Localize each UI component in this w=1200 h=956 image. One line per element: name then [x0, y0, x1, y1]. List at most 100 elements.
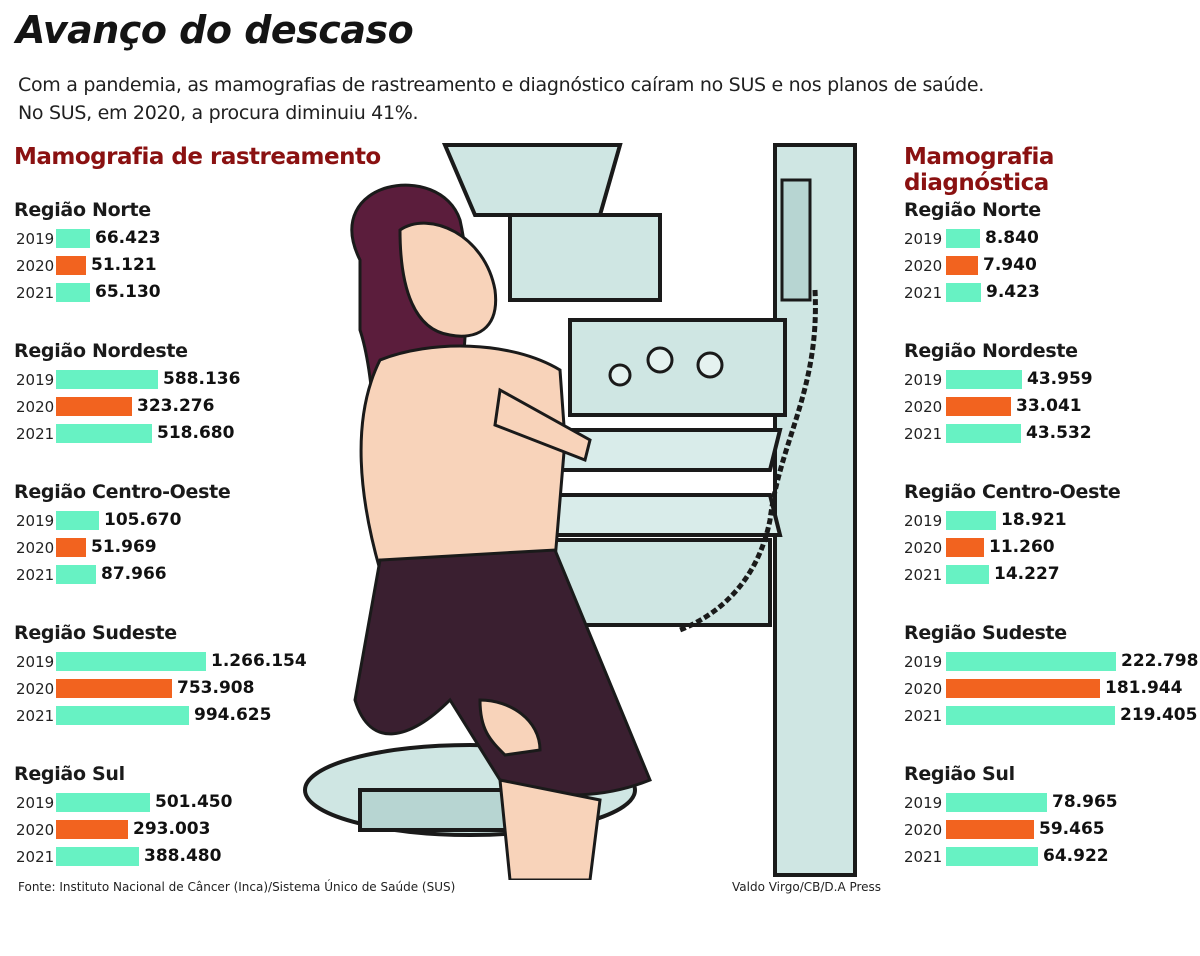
bar — [56, 397, 132, 416]
year-label: 2019 — [16, 230, 55, 248]
detector-plate — [527, 493, 783, 537]
year-label: 2020 — [904, 821, 943, 839]
value-label: 7.940 — [983, 255, 1037, 275]
credit-note: Valdo Virgo/CB/D.A Press — [732, 880, 882, 894]
bar — [946, 283, 981, 302]
region-label: Região Nordeste — [14, 340, 188, 362]
value-label: 14.227 — [994, 564, 1060, 584]
value-label: 33.041 — [1016, 396, 1082, 416]
bar — [946, 706, 1115, 725]
bar — [56, 652, 206, 671]
value-label: 105.670 — [104, 510, 182, 530]
bar — [56, 565, 96, 584]
value-label: 222.798 — [1121, 651, 1199, 671]
bar — [56, 793, 150, 812]
bar — [946, 679, 1100, 698]
bar — [56, 706, 189, 725]
year-label: 2019 — [16, 653, 55, 671]
machine-knob — [696, 351, 724, 379]
screening-chart-heading: Mamografia de rastreamento — [14, 144, 381, 170]
year-label: 2020 — [904, 398, 943, 416]
hand — [478, 698, 542, 757]
bar — [946, 793, 1047, 812]
bar — [56, 256, 86, 275]
year-label: 2020 — [904, 257, 943, 275]
region-label: Região Sul — [14, 763, 125, 785]
region-label: Região Sul — [904, 763, 1015, 785]
bar — [946, 538, 984, 557]
face — [398, 221, 498, 338]
value-label: 1.266.154 — [211, 651, 307, 671]
region-label: Região Centro-Oeste — [14, 481, 231, 503]
value-label: 388.480 — [144, 846, 222, 866]
value-label: 181.944 — [1105, 678, 1183, 698]
value-label: 219.405 — [1120, 705, 1198, 725]
raised-arm — [493, 387, 592, 463]
bar — [946, 370, 1022, 389]
value-label: 9.423 — [986, 282, 1040, 302]
machine-knob — [608, 363, 632, 387]
region-label: Região Sudeste — [14, 622, 177, 644]
value-label: 501.450 — [155, 792, 233, 812]
bar — [56, 511, 99, 530]
region-label: Região Norte — [904, 199, 1041, 221]
bar — [946, 424, 1021, 443]
year-label: 2021 — [16, 848, 55, 866]
torso — [359, 344, 567, 572]
year-label: 2021 — [904, 848, 943, 866]
machine-body — [508, 213, 662, 302]
value-label: 78.965 — [1052, 792, 1118, 812]
value-label: 66.423 — [95, 228, 161, 248]
region-label: Região Centro-Oeste — [904, 481, 1121, 503]
region-label: Região Sudeste — [904, 622, 1067, 644]
bar — [946, 511, 996, 530]
bar — [56, 820, 128, 839]
year-label: 2021 — [904, 566, 943, 584]
year-label: 2020 — [16, 539, 55, 557]
bar — [946, 256, 978, 275]
bar — [56, 679, 172, 698]
machine-head — [441, 143, 623, 217]
source-note: Fonte: Instituto Nacional de Câncer (Inc… — [18, 880, 456, 894]
machine-base — [553, 538, 772, 627]
machine-arm — [568, 318, 787, 417]
value-label: 87.966 — [101, 564, 167, 584]
bar — [946, 397, 1011, 416]
year-label: 2021 — [904, 707, 943, 725]
value-label: 518.680 — [157, 423, 235, 443]
bar — [946, 565, 989, 584]
bar — [946, 820, 1034, 839]
year-label: 2019 — [16, 371, 55, 389]
year-label: 2021 — [16, 707, 55, 725]
value-label: 293.003 — [133, 819, 211, 839]
value-label: 43.959 — [1027, 369, 1093, 389]
year-label: 2019 — [904, 794, 943, 812]
year-label: 2020 — [904, 680, 943, 698]
value-label: 11.260 — [989, 537, 1055, 557]
year-label: 2021 — [16, 425, 55, 443]
subtitle-line-2: No SUS, em 2020, a procura diminuiu 41%. — [18, 102, 419, 124]
region-label: Região Nordeste — [904, 340, 1078, 362]
bar — [56, 538, 86, 557]
value-label: 65.130 — [95, 282, 161, 302]
value-label: 18.921 — [1001, 510, 1067, 530]
bar — [946, 652, 1116, 671]
value-label: 51.969 — [91, 537, 157, 557]
year-label: 2019 — [16, 512, 55, 530]
coiled-cord — [679, 289, 818, 633]
value-label: 994.625 — [194, 705, 272, 725]
mammography-illustration — [303, 143, 857, 880]
year-label: 2019 — [904, 653, 943, 671]
leg — [498, 778, 602, 880]
bar — [56, 229, 90, 248]
machine-handle — [780, 178, 812, 302]
diagnostic-chart-heading: Mamografia diagnóstica — [904, 144, 1054, 196]
bar — [946, 229, 980, 248]
year-label: 2020 — [16, 821, 55, 839]
year-label: 2020 — [16, 257, 55, 275]
year-label: 2020 — [16, 398, 55, 416]
bar — [56, 283, 90, 302]
region-label: Região Norte — [14, 199, 151, 221]
year-label: 2021 — [904, 284, 943, 302]
chart-title: Avanço do descaso — [16, 8, 414, 52]
